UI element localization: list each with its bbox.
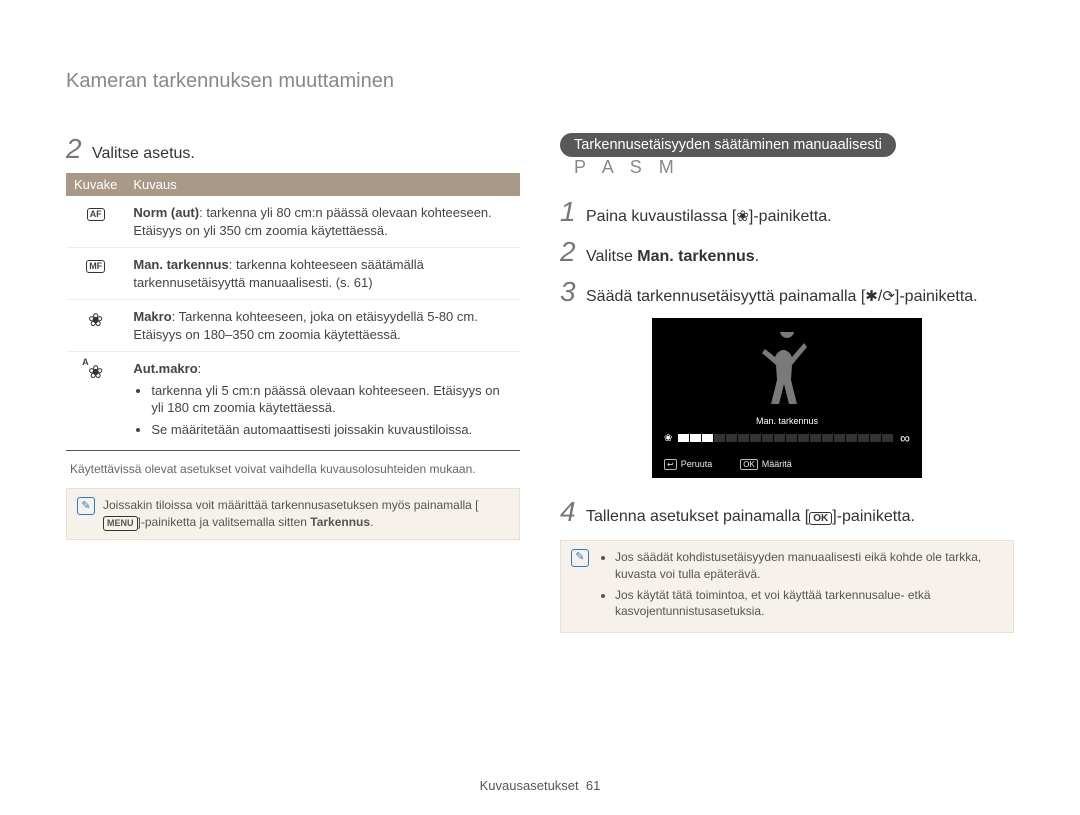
row-desc: : Tarkenna kohteeseen, joka on etäisyyde… [133, 309, 477, 342]
th-icon: Kuvake [66, 173, 125, 196]
left-button-icon: ✱ [865, 289, 878, 304]
focus-bar: ❀ ∞ [664, 430, 910, 446]
macro-button-icon: ❀ [736, 209, 749, 224]
row-title: Norm (aut) [133, 205, 199, 220]
ok-icon: OK [740, 459, 758, 470]
note-text: . [370, 515, 373, 529]
step-text: Tallenna asetukset painamalla [OK]-paini… [586, 508, 915, 526]
camera-screen-preview: Man. tarkennus ❀ ∞ ↩Peruuta OKMääritä [652, 318, 922, 478]
note-content: Joissakin tiloissa voit määrittää tarken… [103, 497, 509, 531]
step-number: 2 [66, 133, 92, 165]
table-row: AF Norm (aut): tarkenna yli 80 cm:n pääs… [66, 196, 520, 248]
step-text: Valitse asetus. [92, 145, 195, 163]
page-footer: Kuvausasetukset 61 [0, 778, 1080, 793]
ok-button-icon: OK [809, 512, 832, 525]
section-pill: Tarkennusetäisyyden säätäminen manuaalis… [560, 133, 896, 157]
infinity-end-icon: ∞ [900, 430, 910, 446]
step-2: 2 Valitse asetus. [66, 133, 520, 165]
note-bullet: Jos käytät tätä toimintoa, et voi käyttä… [615, 587, 1003, 621]
info-note: ✎ Joissakin tiloissa voit määrittää tark… [66, 488, 520, 540]
step-3: 3 Säädä tarkennusetäisyyttä painamalla [… [560, 276, 1014, 308]
info-note-right: ✎ Jos säädät kohdistusetäisyyden manuaal… [560, 540, 1014, 633]
silhouette-figure [752, 332, 822, 412]
note-text: Joissakin tiloissa voit määrittää tarken… [103, 498, 472, 512]
auto-macro-icon: A ❀ [88, 360, 103, 384]
note-bullet: Jos säädät kohdistusetäisyyden manuaalis… [615, 549, 1003, 583]
macro-icon: ❀ [88, 308, 103, 332]
note-text: -painiketta ja valitsemalla sitten [141, 515, 310, 529]
info-icon: ✎ [77, 497, 95, 515]
th-desc: Kuvaus [125, 173, 520, 196]
page-title: Kameran tarkennuksen muuttaminen [66, 70, 1014, 93]
step-number: 2 [560, 236, 586, 268]
section-header: Tarkennusetäisyyden säätäminen manuaalis… [560, 133, 1014, 178]
row-title: Aut.makro [133, 361, 197, 376]
cancel-hint: ↩Peruuta [664, 459, 712, 470]
macro-end-icon: ❀ [664, 433, 672, 444]
ok-hint: OKMääritä [740, 459, 792, 470]
step-1: 1 Paina kuvaustilassa [❀]-painiketta. [560, 196, 1014, 228]
right-column: Tarkennusetäisyyden säätäminen manuaalis… [560, 133, 1014, 633]
af-icon: AF [87, 208, 105, 221]
row-bullet: Se määritetään automaattisesti joissakin… [151, 421, 512, 439]
step-text: Säädä tarkennusetäisyyttä painamalla [✱/… [586, 288, 978, 306]
mf-icon: MF [86, 260, 105, 273]
menu-icon: MENU [103, 516, 138, 531]
flower-icon: ❀ [88, 360, 103, 384]
row-desc: : [198, 361, 202, 376]
row-bullet: tarkenna yli 5 cm:n päässä olevaan kohte… [151, 382, 512, 417]
table-row: ❀ Makro: Tarkenna kohteeseen, joka on et… [66, 300, 520, 352]
row-title: Man. tarkennus [133, 257, 228, 272]
note-bold: Tarkennus [310, 515, 370, 529]
table-caption: Käytettävissä olevat asetukset voivat va… [70, 461, 520, 478]
left-column: 2 Valitse asetus. Kuvake Kuvaus AF Norm … [66, 133, 520, 633]
mode-indicators: P A S M [574, 157, 680, 178]
info-icon: ✎ [571, 549, 589, 567]
step-number: 4 [560, 496, 586, 528]
note-list: Jos säädät kohdistusetäisyyden manuaalis… [597, 549, 1003, 624]
back-icon: ↩ [664, 459, 677, 470]
table-row: MF Man. tarkennus: tarkenna kohteeseen s… [66, 248, 520, 300]
row-title: Makro [133, 309, 171, 324]
mf-label: Man. tarkennus [756, 416, 818, 426]
step-4: 4 Tallenna asetukset painamalla [OK]-pai… [560, 496, 1014, 528]
right-button-icon: ⟳ [882, 289, 895, 304]
step-2r: 2 Valitse Man. tarkennus. [560, 236, 1014, 268]
step-number: 3 [560, 276, 586, 308]
focus-options-table: Kuvake Kuvaus AF Norm (aut): tarkenna yl… [66, 173, 520, 451]
step-text: Valitse Man. tarkennus. [586, 248, 759, 266]
step-text: Paina kuvaustilassa [❀]-painiketta. [586, 208, 832, 226]
table-row: A ❀ Aut.makro: tarkenna yli 5 cm:n pääss… [66, 352, 520, 451]
step-number: 1 [560, 196, 586, 228]
